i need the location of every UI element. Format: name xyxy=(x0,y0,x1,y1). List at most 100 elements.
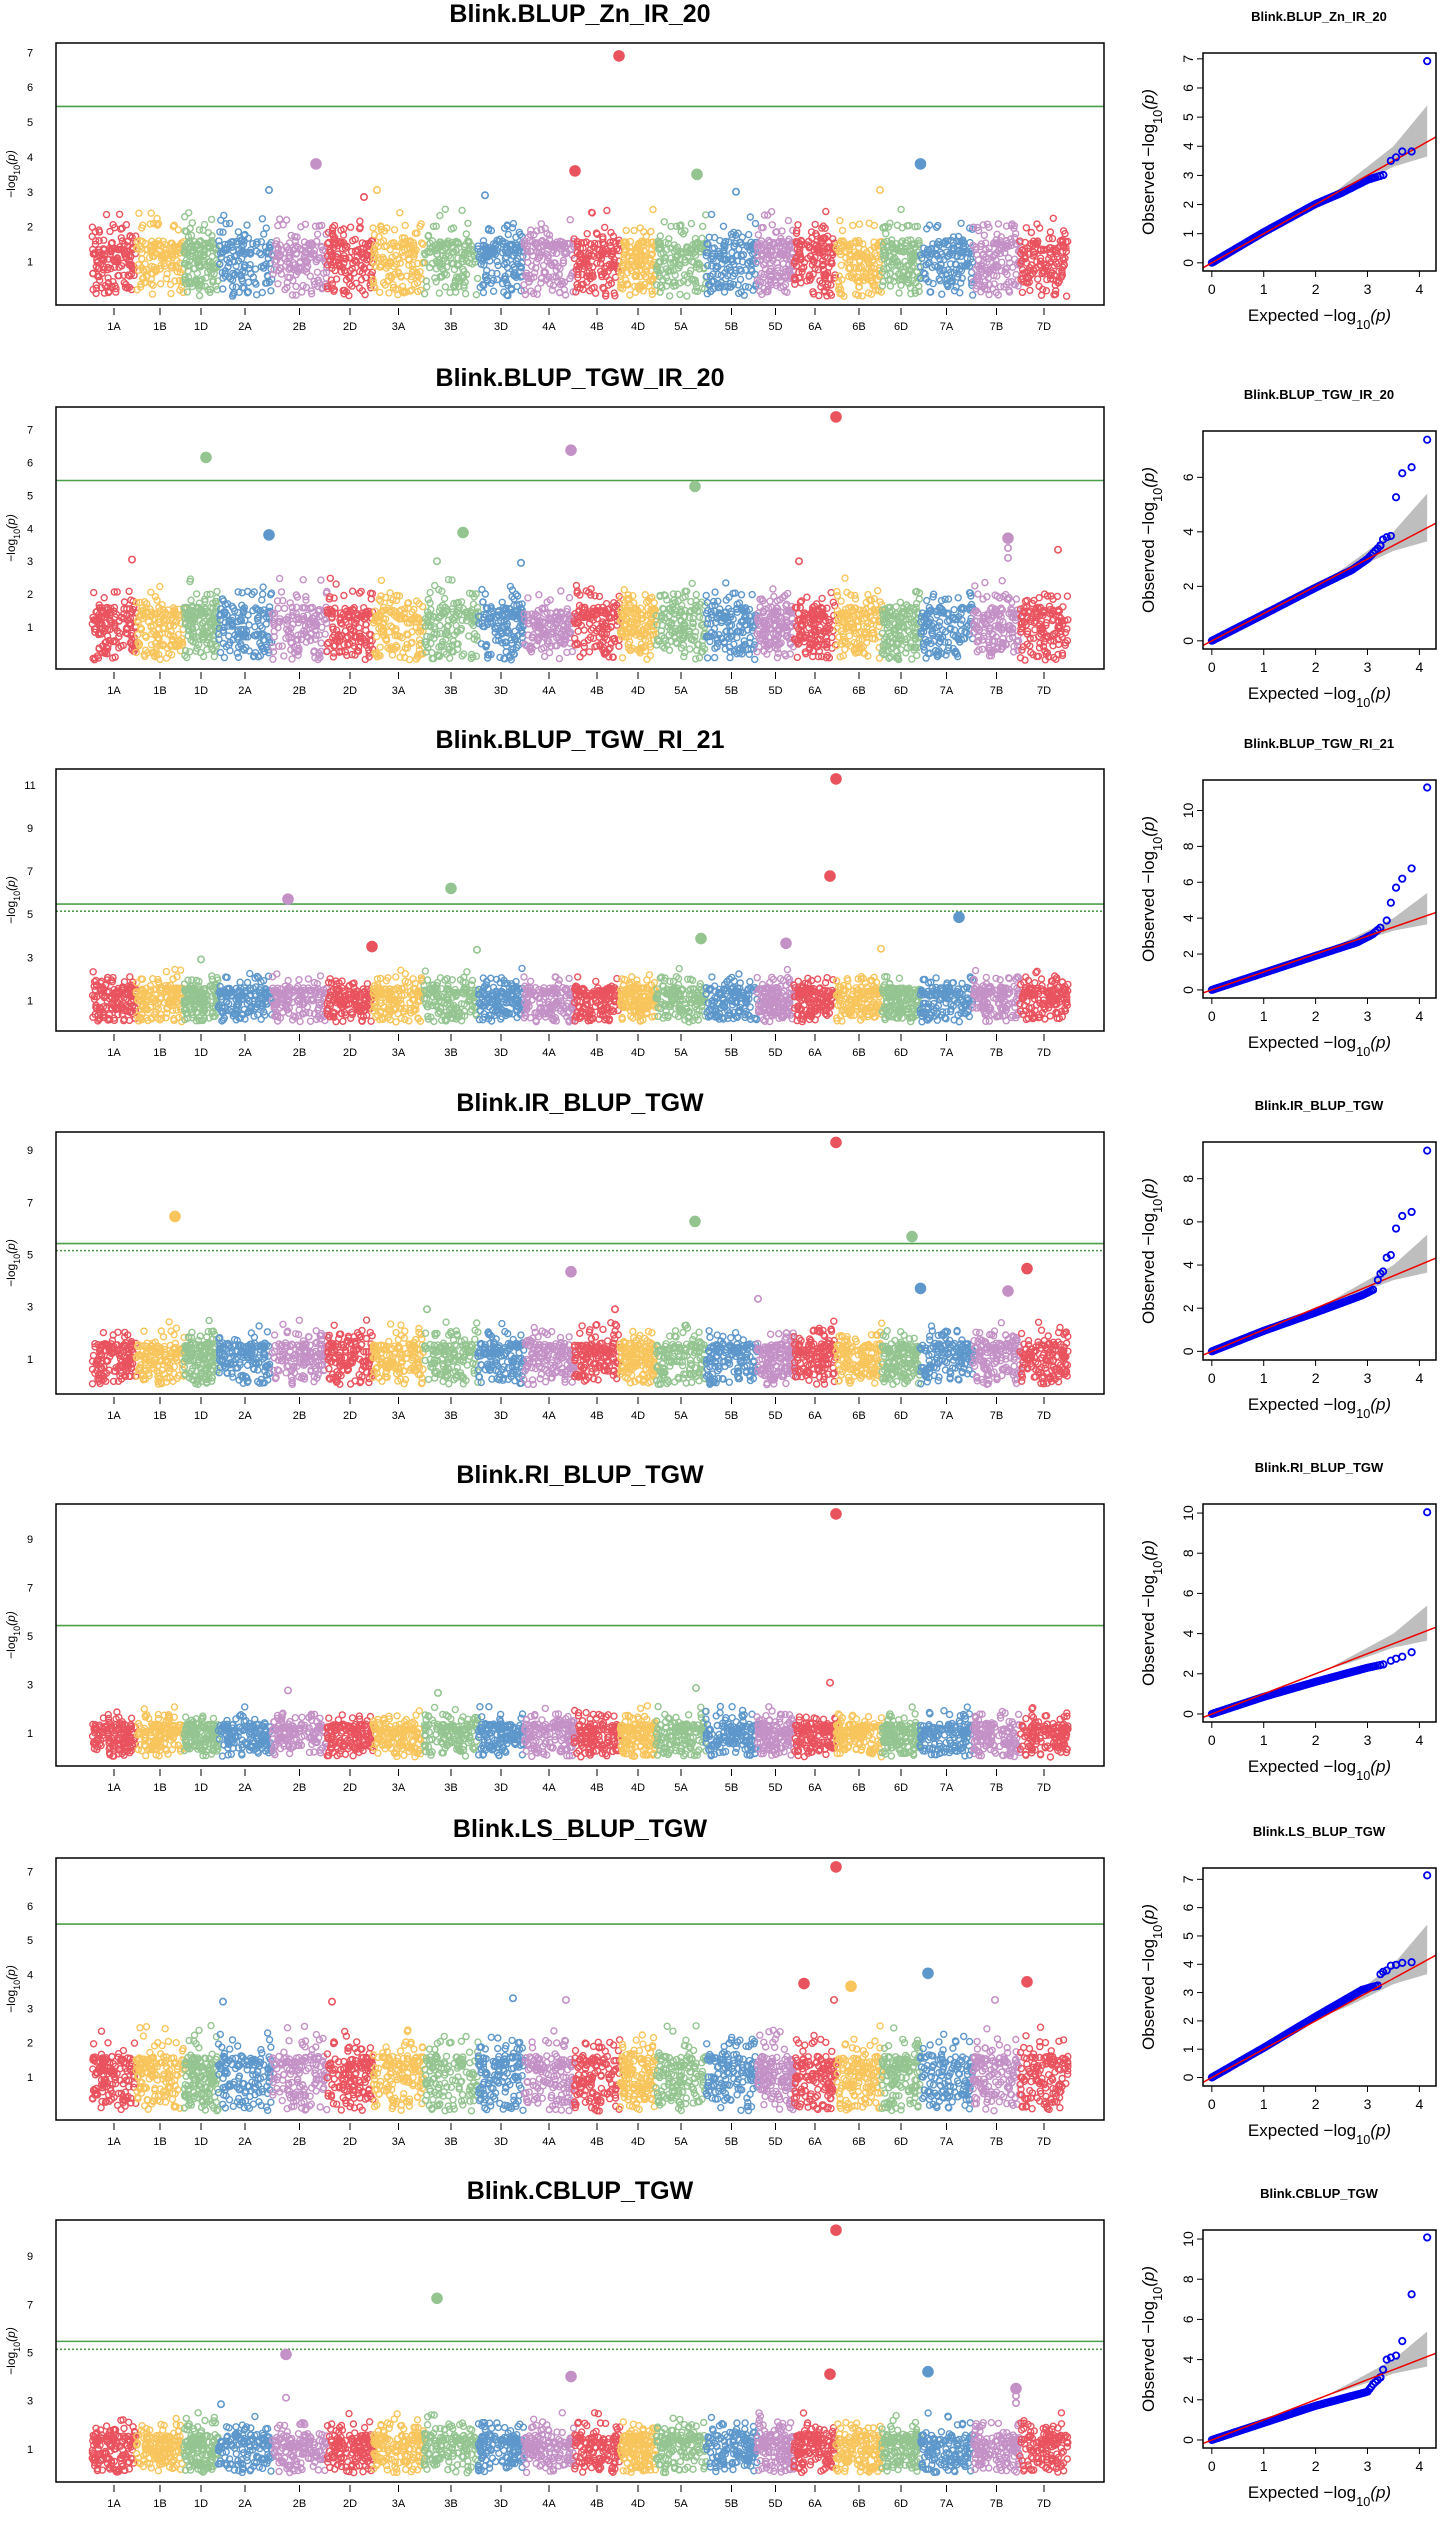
snp-point xyxy=(447,655,453,661)
snp-point xyxy=(300,577,306,583)
peak-snp-point xyxy=(361,194,367,200)
snp-point xyxy=(491,288,497,294)
snp-point xyxy=(567,595,573,601)
snp-point xyxy=(475,275,481,281)
snp-point xyxy=(277,216,283,222)
snp-point xyxy=(837,218,843,224)
snp-point xyxy=(749,592,755,598)
marker-cloud xyxy=(89,575,1071,663)
peak-snp-point xyxy=(311,159,321,169)
snp-point xyxy=(770,586,776,592)
snp-point xyxy=(752,656,758,662)
snp-point xyxy=(970,292,976,298)
snp-point xyxy=(148,210,154,216)
snp-point xyxy=(386,290,392,296)
snp-point xyxy=(350,588,356,594)
snp-point xyxy=(442,596,448,602)
snp-point xyxy=(227,220,233,226)
snp-point xyxy=(838,262,844,268)
snp-point xyxy=(857,221,863,227)
snp-point xyxy=(980,222,986,228)
snp-point xyxy=(785,218,791,224)
snp-point xyxy=(547,650,553,656)
snp-point xyxy=(693,592,699,598)
snp-point xyxy=(651,600,657,606)
snp-point xyxy=(136,210,142,216)
snp-point xyxy=(712,655,718,661)
snp-point xyxy=(1047,229,1053,235)
snp-point xyxy=(268,288,274,294)
snp-point xyxy=(117,211,123,217)
chromosome-label: 2D xyxy=(343,321,357,333)
snp-point xyxy=(505,232,511,238)
snp-point xyxy=(558,588,564,594)
snp-point xyxy=(604,208,610,214)
snp-point xyxy=(1013,272,1019,278)
chromosome-label: 6B xyxy=(852,321,865,333)
snp-point xyxy=(739,592,745,598)
snp-point xyxy=(333,581,339,587)
peak-snp-point xyxy=(374,187,380,193)
snp-point xyxy=(896,290,902,296)
chromosome-label: 3B xyxy=(444,321,457,333)
snp-point xyxy=(168,291,174,297)
snp-point xyxy=(621,587,627,593)
snp-point xyxy=(246,279,252,285)
snp-point xyxy=(104,212,110,218)
snp-point xyxy=(466,633,472,639)
snp-point xyxy=(700,223,706,229)
snp-point xyxy=(587,649,593,655)
peak-snp-point xyxy=(877,187,883,193)
snp-point xyxy=(679,602,685,608)
chromosome-label: 1D xyxy=(194,321,208,333)
snp-point xyxy=(939,291,945,297)
snp-point xyxy=(281,653,287,659)
snp-point xyxy=(463,291,469,297)
snp-point xyxy=(427,590,433,596)
snp-point xyxy=(971,224,977,230)
snp-point xyxy=(91,590,97,596)
snp-point xyxy=(620,655,626,661)
snp-point xyxy=(122,599,128,605)
chromosome-label: 5B xyxy=(725,321,738,333)
snp-point xyxy=(602,224,608,230)
snp-point xyxy=(459,207,465,213)
snp-point xyxy=(769,209,775,215)
snp-point xyxy=(644,656,650,662)
snp-point xyxy=(293,283,299,289)
snp-point xyxy=(703,593,709,599)
manhattan-title: Blink.BLUP_Zn_IR_20 xyxy=(449,0,710,28)
snp-point xyxy=(688,221,694,227)
snp-point xyxy=(442,206,448,212)
snp-point xyxy=(370,225,376,231)
snp-point xyxy=(315,231,321,237)
snp-point xyxy=(627,292,633,298)
y-axis-label: −log10(p) xyxy=(4,150,22,198)
snp-point xyxy=(260,591,266,597)
snp-point xyxy=(463,231,469,237)
snp-point xyxy=(341,593,347,599)
snp-point xyxy=(322,631,328,637)
snp-point xyxy=(746,273,752,279)
snp-point xyxy=(727,655,733,661)
snp-point xyxy=(263,225,269,231)
snp-point xyxy=(473,292,479,298)
snp-point xyxy=(1023,225,1029,231)
snp-point xyxy=(235,229,241,235)
snp-point xyxy=(995,221,1001,227)
snp-point xyxy=(1019,289,1025,295)
snp-point xyxy=(654,282,660,288)
chromosome-label: 5A xyxy=(674,321,688,333)
snp-point xyxy=(218,217,224,223)
peak-snp-point xyxy=(733,189,739,195)
chromosome-label: 3D xyxy=(494,321,508,333)
chromosome-label: 7A xyxy=(940,321,954,333)
snp-point xyxy=(209,216,215,222)
snp-point xyxy=(538,221,544,227)
snp-point xyxy=(437,213,443,219)
snp-point xyxy=(392,227,398,233)
peak-snp-point xyxy=(482,192,488,198)
snp-point xyxy=(693,656,699,662)
